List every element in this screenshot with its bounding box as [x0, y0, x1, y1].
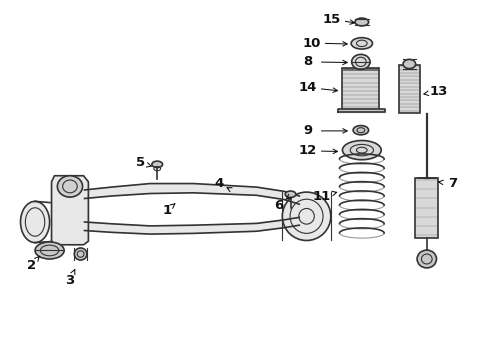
Ellipse shape — [354, 18, 368, 26]
Ellipse shape — [57, 176, 82, 197]
Text: 12: 12 — [298, 144, 316, 157]
Ellipse shape — [342, 140, 381, 160]
Ellipse shape — [20, 201, 49, 243]
Ellipse shape — [352, 126, 368, 135]
Text: 6: 6 — [273, 199, 283, 212]
Ellipse shape — [35, 242, 64, 259]
Text: 9: 9 — [303, 125, 311, 138]
Ellipse shape — [351, 54, 369, 69]
Bar — [414, 178, 438, 238]
Text: 3: 3 — [65, 274, 75, 287]
Text: 2: 2 — [26, 259, 36, 272]
Polygon shape — [51, 176, 88, 245]
Text: 4: 4 — [214, 177, 224, 190]
Bar — [398, 65, 419, 113]
Text: 8: 8 — [302, 55, 311, 68]
Ellipse shape — [282, 192, 330, 240]
Text: 14: 14 — [298, 81, 316, 94]
Ellipse shape — [285, 191, 295, 197]
Polygon shape — [84, 217, 299, 234]
Text: 11: 11 — [312, 189, 330, 203]
Ellipse shape — [416, 250, 436, 268]
Text: 7: 7 — [447, 177, 457, 190]
Ellipse shape — [74, 248, 87, 260]
Polygon shape — [84, 184, 299, 204]
Bar — [342, 68, 379, 111]
Ellipse shape — [402, 59, 415, 69]
Polygon shape — [337, 109, 385, 112]
Text: 5: 5 — [136, 157, 144, 170]
Ellipse shape — [152, 161, 162, 167]
Text: 15: 15 — [322, 13, 340, 26]
Text: 10: 10 — [302, 36, 320, 50]
Text: 1: 1 — [162, 204, 171, 217]
Ellipse shape — [350, 38, 372, 49]
Text: 13: 13 — [428, 85, 447, 98]
